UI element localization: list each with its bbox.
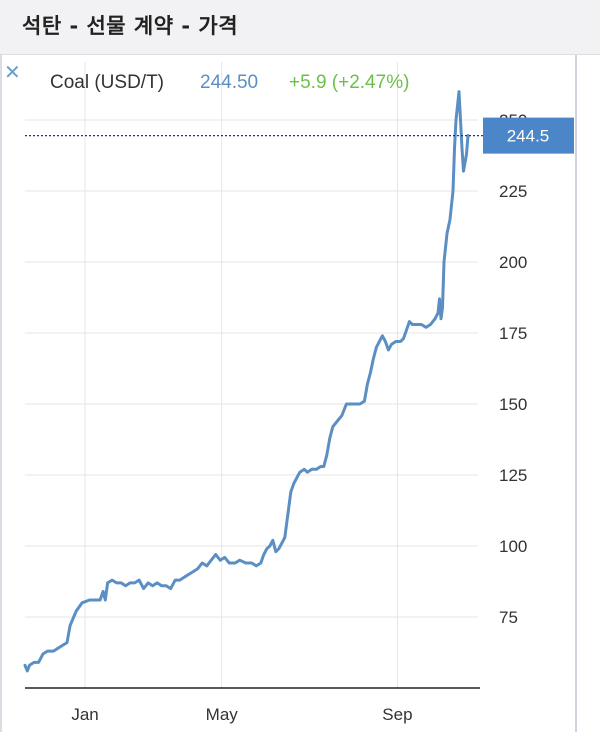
frame-right-border <box>575 55 577 732</box>
y-tick-label: 150 <box>499 395 527 414</box>
y-tick-label: 100 <box>499 537 527 556</box>
y-tick-label: 225 <box>499 182 527 201</box>
x-tick-label: Jan <box>71 705 98 724</box>
legend-series-name: Coal (USD/T) <box>50 72 165 93</box>
y-tick-label: 75 <box>499 608 518 627</box>
x-tick-label: May <box>206 705 239 724</box>
current-price-box <box>483 117 574 154</box>
close-icon[interactable]: ✕ <box>4 60 21 84</box>
frame-left-border <box>0 55 2 732</box>
x-tick-label: Sep <box>382 705 412 724</box>
app-header: 석탄 - 선물 계약 - 가격 <box>0 0 600 55</box>
y-tick-label: 125 <box>499 466 527 485</box>
legend-price-value: 244.50 <box>200 72 259 93</box>
coal-price-line <box>23 90 470 673</box>
current-price-label: 244.5 <box>507 127 550 146</box>
page-title: 석탄 - 선물 계약 - 가격 <box>22 14 239 38</box>
y-tick-label: 175 <box>499 324 527 343</box>
y-tick-label: 200 <box>499 253 527 272</box>
legend-price-change: +5.9 (+2.47%) <box>289 72 410 93</box>
